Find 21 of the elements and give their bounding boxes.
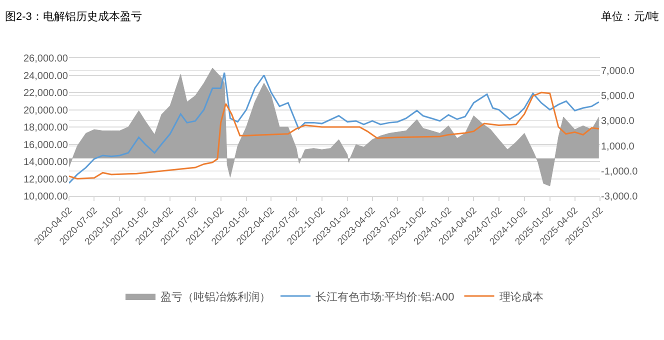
y2-tick-label: 1,000.0 — [601, 141, 635, 152]
text: 单位：元/吨 — [601, 10, 660, 23]
y-tick-label: 16,000.00 — [24, 140, 68, 151]
y-tick-label: 22,000.00 — [24, 88, 68, 99]
y2-tick-label: 5,000.0 — [601, 91, 635, 102]
y-tick-label: 24,000.00 — [24, 70, 68, 82]
y-tick-label: 18,000.00 — [24, 122, 68, 134]
legend-label: 盈亏（吨铝冶炼利润） — [160, 290, 270, 304]
line-series — [69, 92, 600, 180]
y-tick-label: 20,000.00 — [24, 105, 68, 116]
y-tick-label: 26,000.00 — [24, 54, 68, 64]
y-tick-label: 12,000.00 — [24, 174, 68, 186]
y2-tick-label: 3,000.0 — [601, 116, 635, 128]
chart-title: 图2-3：电解铝历史成本盈亏 — [5, 10, 142, 23]
y2-tick-label: -3,000.0 — [601, 192, 638, 202]
y2-tick-label: 7,000.0 — [601, 66, 635, 78]
y-tick-label: 14,000.00 — [24, 157, 68, 168]
y2-tick-label: -1,000.0 — [601, 166, 638, 178]
y-tick-label: 10,000.00 — [24, 192, 68, 202]
legend-label: 理论成本 — [499, 290, 544, 304]
legend-label: 长江有色市场:平均价:铝:A00 — [316, 290, 454, 304]
